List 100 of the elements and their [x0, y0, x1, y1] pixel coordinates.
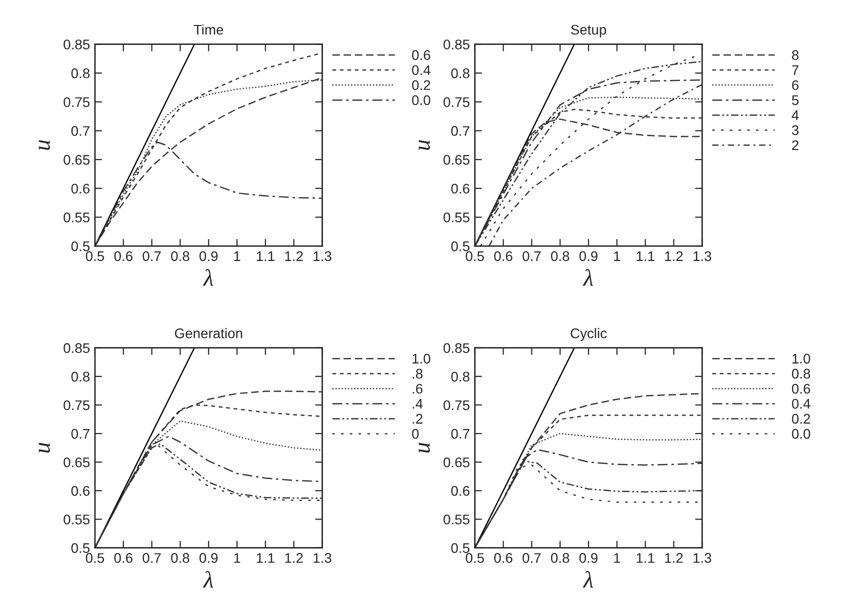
x-tick-label: 1.2 — [285, 553, 303, 563]
y-tick-label: 0.85 — [444, 40, 470, 50]
legend-label: 2 — [792, 140, 798, 150]
x-tick-label: 1 — [234, 553, 240, 563]
y-tick-label: 0.5 — [71, 543, 90, 553]
x-tick-label: 0.8 — [550, 251, 570, 262]
x-tick-label: 1.2 — [665, 553, 683, 563]
y-tick-label: 0.55 — [64, 212, 90, 222]
legend-label: 3 — [792, 125, 799, 136]
x-tick-label: 0.6 — [494, 553, 512, 563]
y-tick-label: 0.8 — [71, 68, 90, 78]
y-tick-label: 0.65 — [64, 457, 90, 468]
x-axis-title: λ — [582, 570, 594, 588]
legend-label: .8 — [412, 368, 422, 379]
x-tick-label: 0.6 — [494, 251, 512, 262]
legend-label: 1.0 — [792, 354, 810, 364]
legend-label: 0.6 — [792, 384, 810, 394]
x-tick-label: 1.3 — [694, 553, 712, 563]
x-tick-label: 1.3 — [314, 553, 332, 563]
y-tick-label: 0.6 — [451, 184, 470, 194]
legend-label: 0.4 — [412, 65, 430, 76]
y-tick-label: 0.7 — [451, 126, 470, 136]
x-tick-label: 1 — [614, 553, 620, 563]
y-tick-label: 0.55 — [444, 212, 470, 222]
x-tick-label: 0.5 — [86, 553, 104, 563]
y-axis-title: u — [418, 442, 430, 453]
y-tick-label: 0.5 — [451, 543, 470, 553]
legend-label: 1.0 — [412, 354, 430, 364]
x-tick-label: 1.1 — [256, 553, 274, 563]
x-tick-label: 1.3 — [694, 251, 712, 262]
legend-label: 0.0 — [792, 428, 810, 439]
legend-label: 4 — [792, 110, 799, 120]
x-tick-label: 0.6 — [114, 553, 132, 563]
y-tick-label: 0.85 — [444, 343, 470, 354]
legend-label: .4 — [412, 399, 423, 409]
x-tick-label: 0.9 — [579, 553, 598, 563]
x-tick-label: 1.2 — [285, 251, 303, 261]
y-tick-label: 0.7 — [71, 126, 90, 136]
legend-label: 0 — [412, 428, 419, 439]
y-tick-label: 0.6 — [451, 486, 470, 496]
x-tick-label: 0.5 — [466, 553, 484, 563]
y-tick-label: 0.6 — [71, 184, 90, 194]
y-tick-label: 0.8 — [71, 372, 90, 382]
y-tick-label: 0.7 — [451, 428, 470, 439]
legend-label: 0.0 — [412, 95, 430, 106]
y-tick-label: 0.55 — [64, 514, 90, 524]
y-tick-label: 0.8 — [451, 372, 470, 382]
chart-title: Setup — [570, 24, 606, 38]
x-tick-label: 0.7 — [522, 251, 541, 262]
y-tick-label: 0.85 — [64, 343, 90, 354]
x-tick-label: 1 — [614, 251, 620, 261]
y-tick-label: 0.6 — [71, 486, 90, 496]
y-axis-title: u — [418, 140, 430, 150]
y-tick-label: 0.85 — [64, 40, 90, 50]
x-tick-label: 0.9 — [200, 553, 218, 563]
legend-label: 5 — [792, 95, 799, 106]
y-tick-label: 0.75 — [64, 400, 90, 410]
x-axis-title: λ — [202, 570, 214, 588]
x-tick-label: 0.8 — [550, 553, 570, 563]
chart-title: Cyclic — [570, 328, 607, 342]
y-tick-label: 0.5 — [71, 241, 90, 252]
legend-label: 0.2 — [792, 414, 810, 424]
y-tick-label: 0.75 — [444, 400, 470, 410]
y-tick-label: 0.75 — [444, 97, 470, 108]
x-tick-label: 0.7 — [522, 553, 541, 563]
y-tick-label: 0.65 — [444, 154, 470, 165]
x-tick-label: 1.2 — [665, 251, 683, 261]
x-tick-label: 0.8 — [171, 553, 190, 563]
legend-label: 0.2 — [412, 80, 430, 90]
x-tick-label: 0.6 — [114, 251, 132, 262]
y-tick-label: 0.55 — [444, 514, 470, 524]
x-tick-label: 0.9 — [200, 251, 218, 262]
legend-label: 0.8 — [792, 368, 810, 379]
legend-label: 0.4 — [792, 398, 810, 409]
y-tick-label: 0.8 — [451, 68, 470, 78]
x-tick-label: 0.7 — [142, 251, 161, 262]
y-tick-label: 0.75 — [64, 97, 90, 108]
y-tick-label: 0.5 — [451, 241, 470, 252]
legend-label: 7 — [792, 65, 798, 75]
y-axis-title: u — [38, 140, 50, 150]
x-tick-label: 0.5 — [86, 251, 104, 262]
x-tick-label: 0.7 — [142, 553, 161, 563]
x-tick-label: 1.1 — [636, 251, 654, 261]
x-tick-label: 1.1 — [256, 251, 274, 261]
x-tick-label: 1.3 — [314, 251, 332, 262]
legend-label: .6 — [412, 384, 422, 394]
y-axis-title: u — [38, 442, 50, 453]
y-tick-label: 0.7 — [71, 428, 90, 439]
x-tick-label: 1 — [234, 251, 240, 261]
y-tick-label: 0.65 — [444, 457, 470, 468]
x-tick-label: 1.1 — [636, 553, 654, 563]
y-tick-label: 0.65 — [64, 154, 90, 165]
x-axis-title: λ — [582, 269, 594, 286]
legend-label: 0.6 — [412, 50, 430, 60]
chart-title: Time — [194, 24, 224, 35]
x-tick-label: 0.9 — [579, 251, 598, 262]
x-tick-label: 0.5 — [466, 251, 484, 262]
chart-title: Generation — [174, 328, 242, 338]
legend-label: .2 — [412, 414, 422, 424]
x-axis-title: λ — [202, 269, 214, 286]
